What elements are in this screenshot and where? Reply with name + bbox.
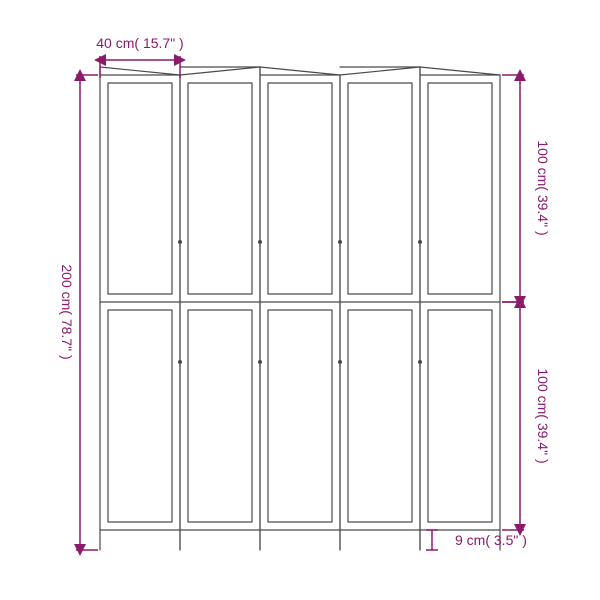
dim-label: 200 cm( 78.7" ) bbox=[59, 264, 75, 359]
dim-label: 9 cm( 3.5" ) bbox=[455, 532, 527, 548]
dimension-diagram: 40 cm( 15.7" ) 200 cm( 78.7" ) 100 cm( 39.… bbox=[0, 0, 600, 600]
room-divider bbox=[100, 67, 500, 550]
dimensions bbox=[76, 56, 524, 550]
dim-label: 100 cm( 39.4" ) bbox=[535, 368, 551, 463]
dim-label: 40 cm( 15.7" ) bbox=[96, 35, 183, 51]
dim-label: 100 cm( 39.4" ) bbox=[535, 140, 551, 235]
